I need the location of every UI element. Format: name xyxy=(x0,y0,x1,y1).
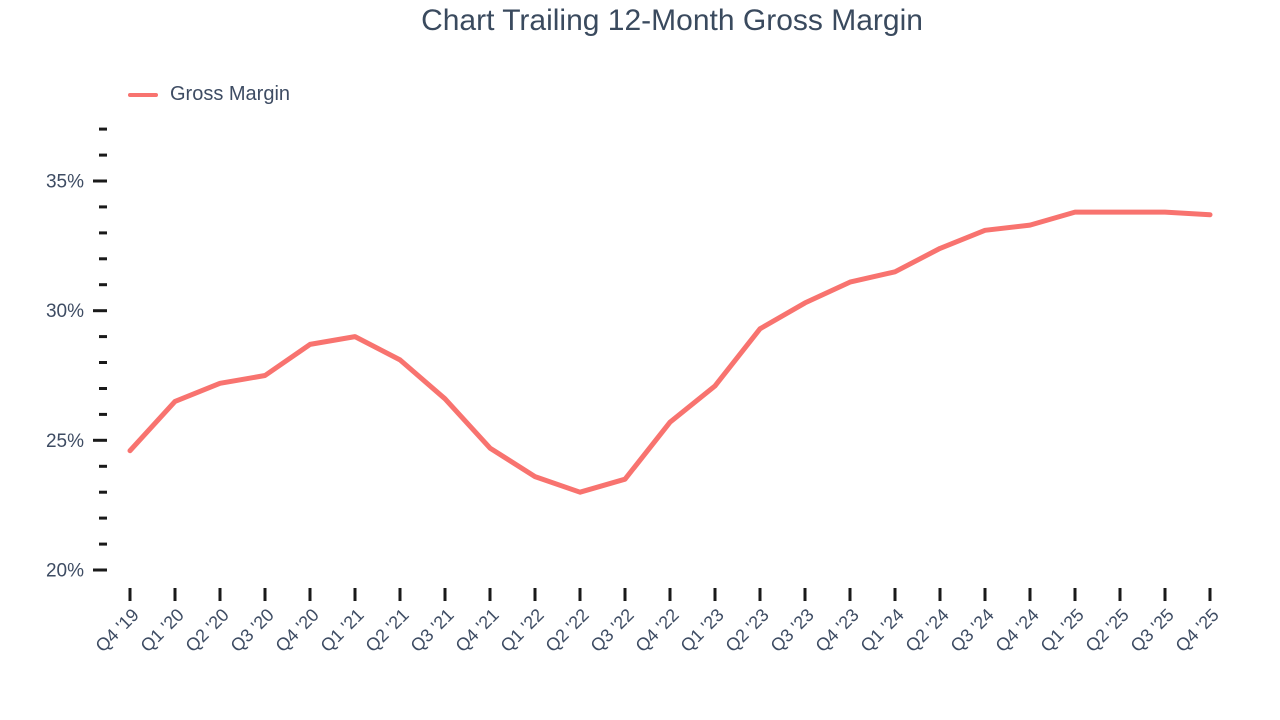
legend-label: Gross Margin xyxy=(170,83,291,105)
x-tick xyxy=(308,588,312,601)
x-tick xyxy=(398,588,402,601)
x-tick xyxy=(578,588,582,601)
x-tick xyxy=(983,588,987,601)
x-tick xyxy=(533,588,537,601)
x-axis-label: Q3 '22 xyxy=(587,605,638,656)
x-axis-label: Q4 '19 xyxy=(92,605,143,656)
x-tick xyxy=(263,588,267,601)
x-axis-label: Q1 '25 xyxy=(1037,605,1088,656)
x-tick xyxy=(1163,588,1167,601)
x-tick xyxy=(848,588,852,601)
y-minor-tick xyxy=(99,283,107,287)
y-minor-tick xyxy=(99,205,107,209)
x-tick xyxy=(218,588,222,601)
x-axis-label: Q2 '25 xyxy=(1082,605,1133,656)
x-axis-label: Q4 '24 xyxy=(992,605,1043,656)
y-axis-label: 25% xyxy=(46,431,84,452)
x-axis-label: Q4 '22 xyxy=(632,605,683,656)
x-axis-label: Q1 '20 xyxy=(137,605,188,656)
x-tick xyxy=(353,588,357,601)
x-tick xyxy=(803,588,807,601)
y-axis-label: 30% xyxy=(46,301,84,322)
chart-title: Chart Trailing 12-Month Gross Margin xyxy=(421,4,923,37)
x-tick xyxy=(713,588,717,601)
x-tick xyxy=(1208,588,1212,601)
x-axis-label: Q2 '21 xyxy=(362,605,413,656)
x-axis-label: Q3 '20 xyxy=(227,605,278,656)
y-major-tick xyxy=(93,179,107,183)
x-tick xyxy=(758,588,762,601)
x-tick xyxy=(938,588,942,601)
x-axis-label: Q2 '24 xyxy=(902,605,953,656)
x-tick xyxy=(1028,588,1032,601)
x-tick xyxy=(893,588,897,601)
legend: Gross Margin xyxy=(128,83,290,106)
y-axis-label: 35% xyxy=(46,172,84,193)
legend-line-swatch xyxy=(128,92,158,97)
x-axis-label: Q1 '21 xyxy=(317,605,368,656)
x-axis-label: Q2 '22 xyxy=(542,605,593,656)
x-axis-label: Q2 '20 xyxy=(182,605,233,656)
y-axis-label: 20% xyxy=(46,561,84,582)
y-minor-tick xyxy=(99,412,107,416)
y-major-tick xyxy=(93,309,107,313)
y-minor-tick xyxy=(99,153,107,157)
y-major-tick xyxy=(93,438,107,442)
y-minor-tick xyxy=(99,516,107,520)
y-minor-tick xyxy=(99,490,107,494)
x-axis-label: Q3 '25 xyxy=(1127,605,1178,656)
x-axis-label: Q4 '21 xyxy=(452,605,503,656)
x-axis-label: Q4 '25 xyxy=(1172,605,1223,656)
x-tick xyxy=(488,588,492,601)
x-axis-label: Q3 '21 xyxy=(407,605,458,656)
y-major-tick xyxy=(93,568,107,572)
x-axis-label: Q2 '23 xyxy=(722,605,773,656)
y-minor-tick xyxy=(99,542,107,546)
x-tick xyxy=(623,588,627,601)
y-minor-tick xyxy=(99,387,107,390)
y-minor-tick xyxy=(99,127,107,131)
x-tick xyxy=(443,588,447,601)
x-tick xyxy=(1073,588,1077,601)
series-line-gross-margin xyxy=(127,209,1213,495)
x-tick xyxy=(173,588,177,601)
y-minor-tick xyxy=(99,464,107,468)
y-minor-tick xyxy=(99,335,107,339)
x-tick xyxy=(668,588,672,601)
x-tick xyxy=(128,588,132,601)
x-axis-label: Q1 '24 xyxy=(857,605,908,656)
y-minor-tick xyxy=(99,361,107,364)
x-axis-label: Q3 '23 xyxy=(767,605,818,656)
y-minor-tick xyxy=(99,231,107,235)
x-axis-label: Q3 '24 xyxy=(947,605,998,656)
y-minor-tick xyxy=(99,257,107,261)
x-axis-label: Q4 '20 xyxy=(272,605,323,656)
x-axis-label: Q4 '23 xyxy=(812,605,863,656)
x-tick xyxy=(1118,588,1122,601)
x-axis-label: Q1 '23 xyxy=(677,605,728,656)
x-axis-label: Q1 '22 xyxy=(497,605,548,656)
